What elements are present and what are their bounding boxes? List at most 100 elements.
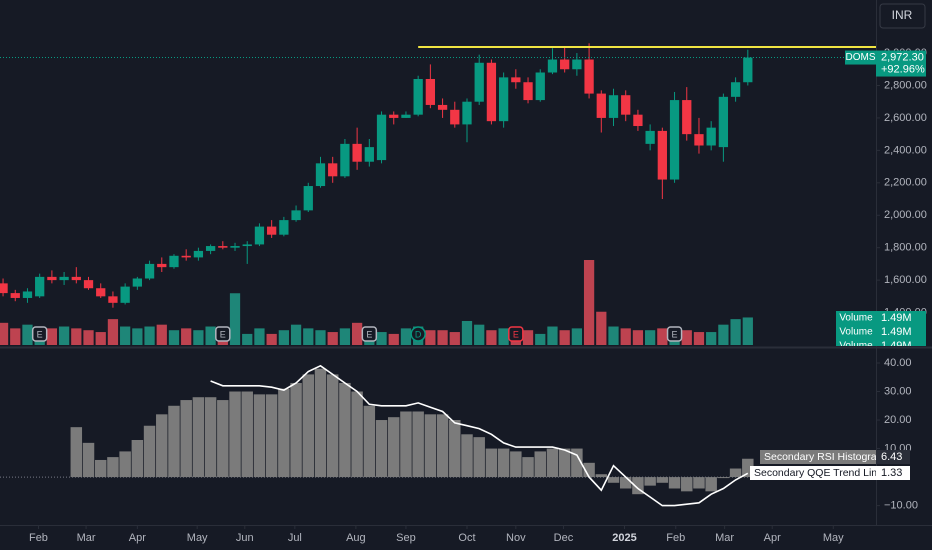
volume-bar xyxy=(693,332,705,345)
x-tick-label: Apr xyxy=(129,532,146,544)
histogram-value: 6.43 xyxy=(881,451,902,463)
volume-bar xyxy=(242,333,253,345)
volume-name: Volume xyxy=(839,313,873,324)
volume-value-box xyxy=(876,339,926,346)
candle-body xyxy=(303,186,313,211)
candle-body xyxy=(730,82,741,97)
y-tick-label: 2,600.00 xyxy=(884,112,927,124)
candle-body xyxy=(47,276,57,281)
candle-body xyxy=(279,220,289,235)
candle-body xyxy=(376,114,387,161)
volume-bar xyxy=(22,324,33,345)
volume-bar xyxy=(645,330,656,345)
x-tick-label: Mar xyxy=(77,532,96,544)
x-tick-label: Feb xyxy=(29,532,48,544)
histogram-bar xyxy=(558,448,571,478)
x-tick-label: Jul xyxy=(288,532,302,544)
symbol-label: DOMS xyxy=(846,52,876,63)
trend-name-box xyxy=(750,466,876,480)
volume-bar xyxy=(83,330,94,345)
histogram-bar xyxy=(632,477,644,495)
candle-body xyxy=(364,147,374,162)
histogram-bar xyxy=(449,420,461,478)
candle-body xyxy=(267,226,277,235)
volume-bar xyxy=(706,332,717,345)
candle-body xyxy=(437,104,448,110)
histogram-bar xyxy=(534,451,546,478)
y-tick-label: 2,000.00 xyxy=(884,209,927,221)
volume-bar xyxy=(46,328,58,345)
histogram-bar xyxy=(290,382,302,478)
volume-bar xyxy=(730,319,741,345)
volume-bar xyxy=(535,333,546,345)
volume-bar xyxy=(120,326,131,345)
y-tick-label: −10.00 xyxy=(884,500,918,512)
volume-bar xyxy=(718,324,729,345)
volume-bar xyxy=(742,317,753,345)
currency-box[interactable] xyxy=(879,3,926,29)
y-tick-label: 1,800.00 xyxy=(884,242,927,254)
event-marker xyxy=(361,326,378,342)
histogram-bar xyxy=(546,448,559,478)
histogram-bar xyxy=(412,411,424,478)
histogram-bar xyxy=(253,394,266,478)
event-marker xyxy=(410,326,426,342)
price-pane: 1,400.001,600.001,800.002,000.002,200.00… xyxy=(0,43,927,352)
histogram-bar xyxy=(339,382,351,478)
candle-body xyxy=(108,296,118,303)
histogram-bar xyxy=(217,400,229,478)
x-tick-label: Oct xyxy=(458,532,475,544)
candle-body xyxy=(596,93,606,118)
histogram-bar xyxy=(693,477,705,489)
y-tick-label: 2,200.00 xyxy=(884,177,927,189)
volume-bar xyxy=(351,322,363,345)
candle-body xyxy=(328,163,338,177)
candle-body xyxy=(486,62,497,122)
histogram-bar xyxy=(583,462,595,478)
volume-name-box xyxy=(836,311,876,325)
volume-value: 1.49M xyxy=(881,340,912,352)
volume-bar xyxy=(266,333,277,345)
candle-body xyxy=(401,114,411,118)
volume-bar xyxy=(71,328,82,345)
candle-body xyxy=(0,283,8,294)
candle-body xyxy=(669,100,680,180)
histogram-bar xyxy=(314,368,327,478)
y-tick-label: 2,400.00 xyxy=(884,144,927,156)
histogram-bar xyxy=(729,468,742,478)
candle-body xyxy=(450,109,460,125)
currency-label[interactable]: INR xyxy=(892,8,913,22)
volume-bar xyxy=(339,328,351,345)
candle-body xyxy=(35,276,45,297)
volume-bar xyxy=(132,328,143,345)
histogram-bar xyxy=(473,437,485,478)
currency-button[interactable]: INR xyxy=(879,3,926,29)
volume-bar xyxy=(193,330,204,345)
candle-body xyxy=(242,244,252,247)
symbol-box xyxy=(845,50,876,65)
volume-bar xyxy=(400,328,412,345)
event-marker xyxy=(666,326,683,342)
histogram-bar xyxy=(180,400,192,478)
histogram-bar xyxy=(522,457,534,478)
y-tick-label: 20.00 xyxy=(884,414,912,426)
volume-bar xyxy=(278,330,289,345)
volume-bar xyxy=(522,330,534,345)
candle-body xyxy=(83,280,94,289)
volume-name: Volume xyxy=(839,327,873,338)
histogram-bar xyxy=(351,391,363,478)
trend-line xyxy=(210,364,749,507)
x-tick-label: Dec xyxy=(554,532,574,544)
trend-value-box xyxy=(876,466,910,480)
histogram-bar xyxy=(388,417,400,478)
histogram-bar xyxy=(742,458,754,478)
candle-body xyxy=(682,100,692,135)
volume-bar xyxy=(254,328,265,345)
histogram-bar xyxy=(363,405,376,478)
histogram-bar xyxy=(436,414,449,478)
histogram-bar xyxy=(595,474,608,478)
histogram-bar xyxy=(82,442,95,478)
x-tick-label: Nov xyxy=(506,532,526,544)
candle-body xyxy=(511,77,521,83)
candle-body xyxy=(425,78,436,105)
